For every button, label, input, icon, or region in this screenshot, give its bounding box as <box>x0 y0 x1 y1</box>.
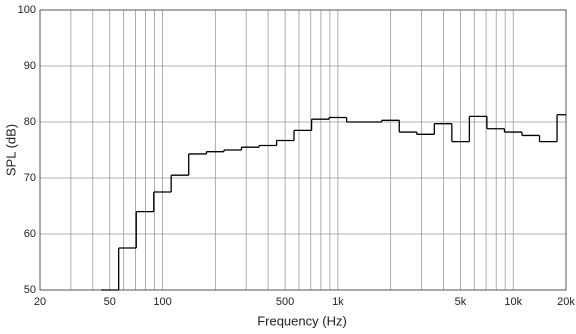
y-tick-label: 80 <box>24 116 36 128</box>
y-tick-label: 100 <box>18 4 36 16</box>
x-tick-label: 20 <box>34 296 46 308</box>
x-tick-label: 100 <box>153 296 171 308</box>
x-tick-label: 1k <box>332 296 344 308</box>
x-tick-label: 50 <box>104 296 116 308</box>
y-axis-label: SPL (dB) <box>3 124 18 176</box>
x-tick-label: 10k <box>504 296 522 308</box>
x-axis-label: Frequency (Hz) <box>257 313 347 328</box>
x-tick-label: 20k <box>557 296 575 308</box>
y-tick-label: 70 <box>24 172 36 184</box>
x-tick-label: 5k <box>455 296 467 308</box>
y-tick-label: 90 <box>24 60 36 72</box>
y-tick-label: 50 <box>24 284 36 296</box>
plot-frame <box>39 9 567 291</box>
x-tick-label: 500 <box>276 296 294 308</box>
y-tick-label: 60 <box>24 228 36 240</box>
